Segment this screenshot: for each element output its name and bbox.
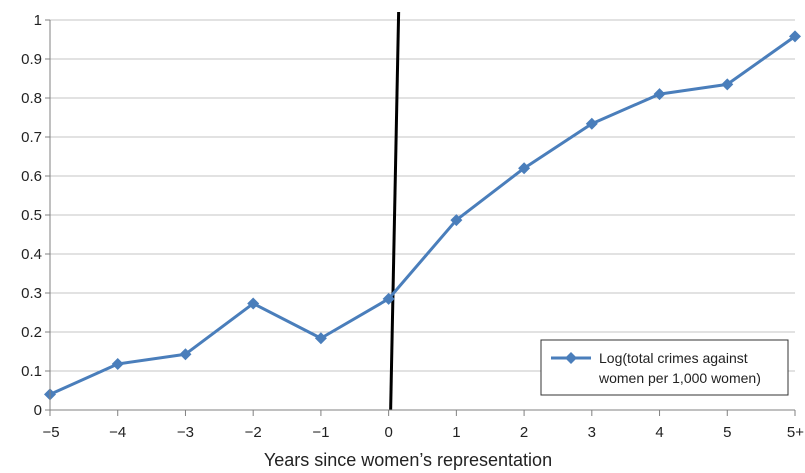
reference-line-group	[389, 11, 401, 411]
y-tick-label: 0.9	[21, 51, 42, 68]
y-tick-label: 0.7	[21, 129, 42, 146]
x-tick-label: 5	[723, 424, 731, 441]
data-point	[450, 214, 463, 227]
y-tick-label: 0.6	[21, 168, 42, 185]
data-point	[111, 357, 124, 370]
x-tick-label: 5+	[787, 424, 804, 441]
data-point	[247, 297, 260, 310]
data-point	[585, 117, 598, 130]
x-tick-label: −2	[245, 424, 262, 441]
series-line	[49, 35, 796, 396]
y-tick-label: 0.2	[21, 324, 42, 341]
x-tick-label: 2	[520, 424, 528, 441]
data-point	[789, 30, 801, 43]
data-point	[721, 78, 734, 91]
series-group	[44, 30, 801, 401]
reference-line	[389, 11, 401, 411]
legend-marker-swatch	[565, 352, 577, 364]
x-tick-label: −3	[177, 424, 194, 441]
legend-label: women per 1,000 women)	[598, 370, 761, 386]
y-tick-label: 0.4	[21, 246, 42, 263]
x-tick-label: −4	[109, 424, 126, 441]
gridlines	[50, 19, 795, 372]
x-tick-label: 0	[384, 424, 392, 441]
data-point	[382, 292, 395, 305]
y-tick-label: 0.1	[21, 363, 42, 380]
axes	[49, 20, 795, 411]
legend: Log(total crimes against women per 1,000 …	[540, 339, 789, 396]
y-tick-label: 0.5	[21, 207, 42, 224]
x-tick-label: −1	[312, 424, 329, 441]
y-axis-ticks: 0 0.1 0.2 0.3 0.4 0.5 0.6 0.7 0.8 0.9 1	[21, 12, 50, 419]
legend-label: Log(total crimes against	[599, 350, 748, 366]
y-tick-label: 0.3	[21, 285, 42, 302]
x-axis-ticks: −5 −4 −3 −2 −1 0 1 2 3 4 5 5+	[42, 410, 804, 441]
x-tick-label: 4	[655, 424, 663, 441]
x-axis-title: Years since women’s representation	[264, 450, 552, 470]
y-tick-label: 0	[34, 402, 42, 419]
x-tick-label: −5	[42, 424, 59, 441]
data-point	[518, 162, 531, 175]
y-tick-label: 0.8	[21, 90, 42, 107]
x-tick-label: 1	[452, 424, 460, 441]
y-tick-label: 1	[34, 12, 42, 29]
data-point	[179, 348, 192, 361]
data-point	[653, 88, 666, 101]
x-tick-label: 3	[588, 424, 596, 441]
data-point	[314, 332, 327, 345]
legend-box	[540, 339, 789, 396]
